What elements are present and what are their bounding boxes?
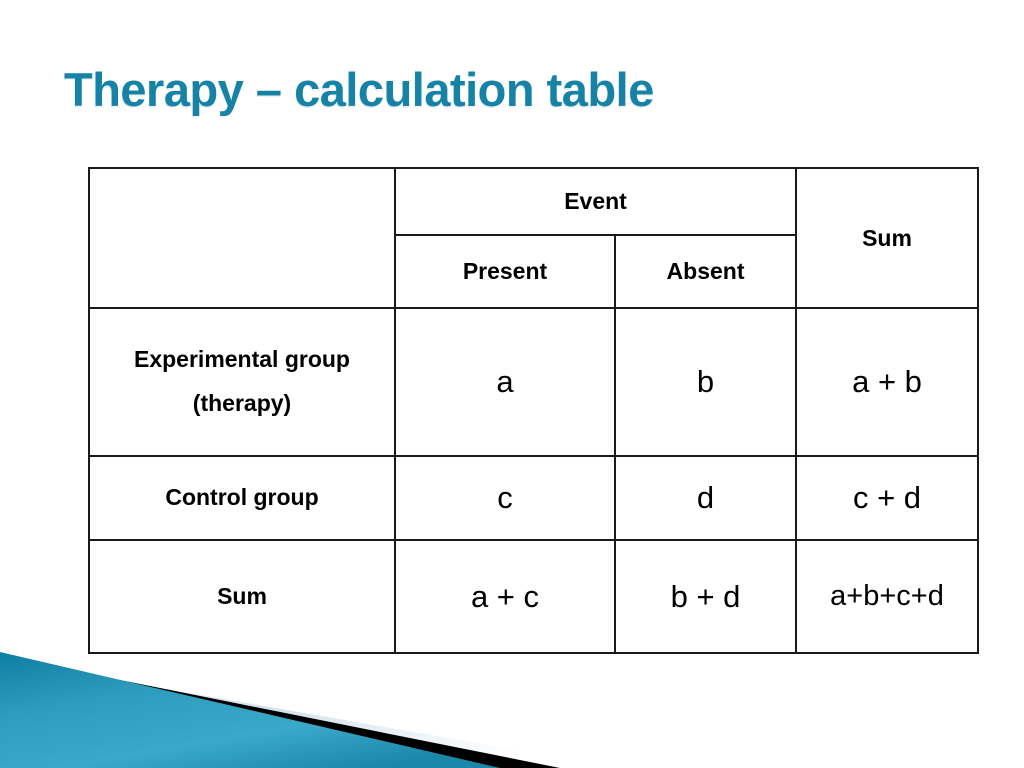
row-label-line-2: (therapy) xyxy=(192,390,292,416)
cell-sum-present: a + c xyxy=(394,539,616,654)
row-label-experimental-group: Experimental group (therapy) xyxy=(88,307,396,457)
calculation-table: Event Sum Present Absent Experimental gr… xyxy=(88,167,980,654)
cell-experimental-sum: a + b xyxy=(795,307,980,457)
cell-sum-total: a+b+c+d xyxy=(795,539,980,654)
cell-experimental-absent: b xyxy=(613,307,798,457)
ribbon-teal-band xyxy=(0,652,500,768)
cell-control-absent: d xyxy=(613,455,798,541)
header-present: Present xyxy=(394,234,616,309)
row-label-line-1: Experimental group xyxy=(134,346,350,373)
table-row: Control group c d c + d xyxy=(88,455,980,541)
header-sum: Sum xyxy=(795,167,980,309)
table-row: Experimental group (therapy) a b a + b xyxy=(88,307,980,457)
page-title: Therapy – calculation table xyxy=(64,63,654,116)
cell-control-sum: c + d xyxy=(795,455,980,541)
row-label-sum: Sum xyxy=(88,539,396,654)
header-absent: Absent xyxy=(613,234,798,309)
row-label-control-group: Control group xyxy=(88,455,396,541)
header-event: Event xyxy=(393,167,798,236)
ribbon-black-stripe xyxy=(0,656,560,768)
table-row: Sum a + c b + d a+b+c+d xyxy=(88,539,980,654)
cell-control-present: c xyxy=(394,455,616,541)
ribbon-pale-band-upper xyxy=(0,660,620,768)
ribbon-pale-band xyxy=(0,674,460,768)
corner-cell xyxy=(88,167,396,309)
bottom-left-ribbon-decoration xyxy=(0,652,620,768)
cell-sum-absent: b + d xyxy=(613,539,798,654)
cell-experimental-present: a xyxy=(394,307,616,457)
table-header-row-2: Present Absent xyxy=(89,234,978,309)
table-header-row-1: Event Sum xyxy=(88,167,980,309)
